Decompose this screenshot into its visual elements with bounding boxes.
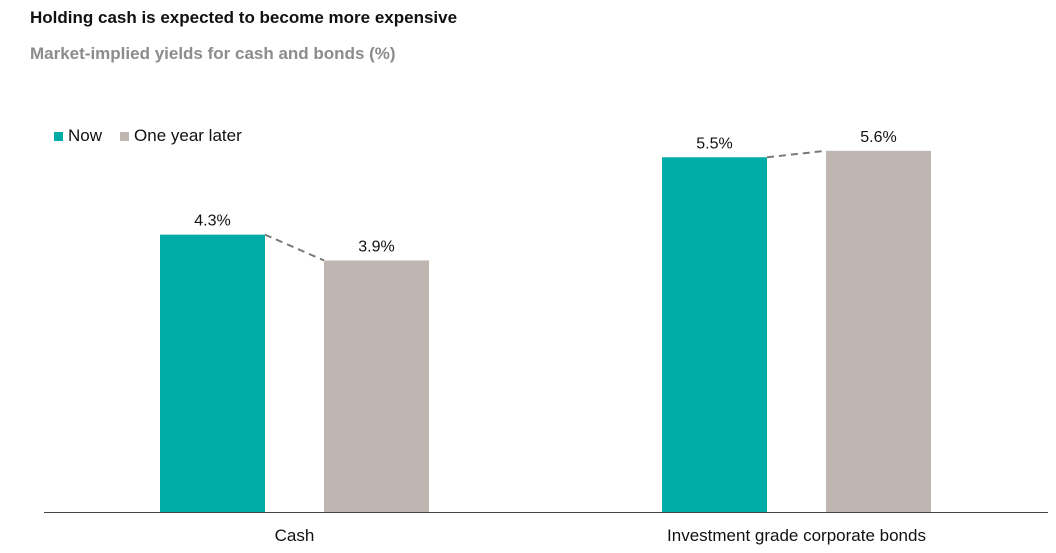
data-label-investment-grade-corporate-bonds-1: 5.6% [860,129,896,146]
bar-cash-one-year-later [324,260,429,512]
data-label-cash-0: 4.3% [194,213,230,230]
connector-investment-grade-corporate-bonds [766,149,827,159]
chart-subtitle: Market-implied yields for cash and bonds… [30,44,396,63]
bar-cash-now [160,234,265,512]
category-label-investment-grade-corporate-bonds: Investment grade corporate bonds [667,526,926,545]
legend-item-one-year-later: One year later [120,126,242,146]
legend-swatch-one-year-later [120,131,130,141]
connector-cash [264,233,325,262]
legend-item-now: Now [54,126,102,146]
bar-investment-grade-corporate-bonds-one-year-later [826,150,931,513]
bar-investment-grade-corporate-bonds-now [662,157,767,512]
data-label-cash-1: 3.9% [358,238,394,255]
legend-label-now: Now [68,126,103,145]
category-label-cash: Cash [275,526,315,545]
legend: Now One year later [54,126,260,146]
chart-title: Holding cash is expected to become more … [30,8,458,27]
data-label-investment-grade-corporate-bonds-0: 5.5% [696,135,732,152]
legend-label-one-year-later: One year later [134,126,242,145]
legend-swatch-now [54,131,63,141]
